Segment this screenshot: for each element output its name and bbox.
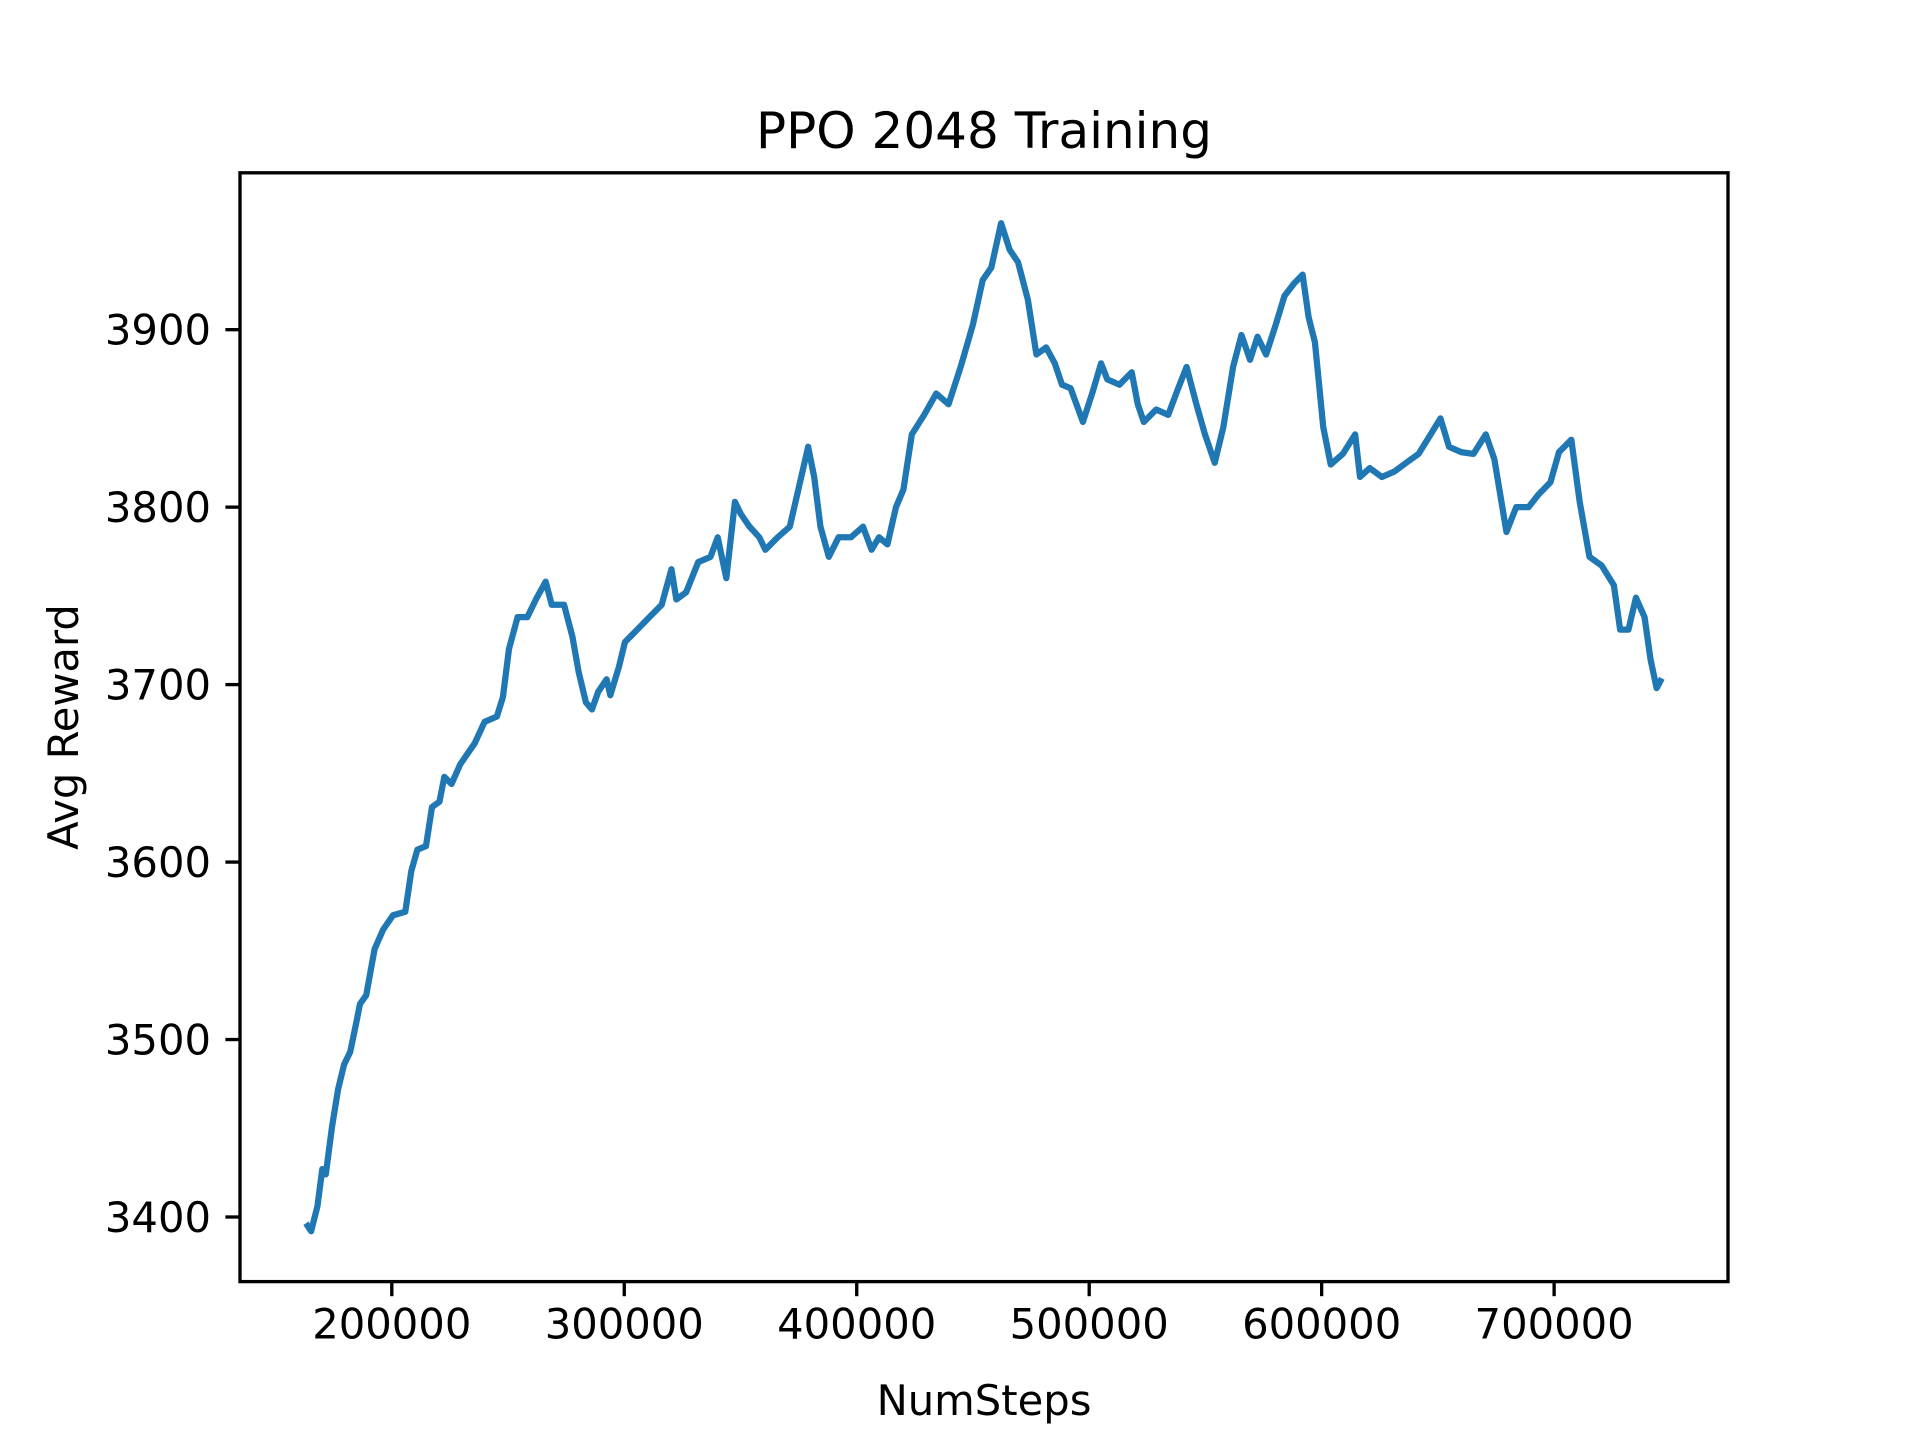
y-tick-label: 3900 (105, 306, 211, 355)
y-tick-label: 3600 (105, 838, 211, 887)
y-tick-label: 3800 (105, 483, 211, 532)
data-line (303, 220, 1665, 1235)
plot-frame (238, 171, 1730, 1284)
y-tick-label: 3700 (105, 661, 211, 710)
x-tick-label: 600000 (1242, 1300, 1401, 1349)
y-tick-label: 3400 (105, 1193, 211, 1242)
x-tick-label: 700000 (1475, 1300, 1634, 1349)
x-tick-label: 400000 (777, 1300, 936, 1349)
y-tick-label: 3500 (105, 1016, 211, 1065)
x-axis-label: NumSteps (877, 1376, 1092, 1425)
x-tick-label: 300000 (545, 1300, 704, 1349)
y-axis-label: Avg Reward (39, 604, 88, 850)
chart-title: PPO 2048 Training (756, 102, 1212, 160)
x-tick-label: 200000 (312, 1300, 471, 1349)
x-tick-label: 500000 (1010, 1300, 1169, 1349)
